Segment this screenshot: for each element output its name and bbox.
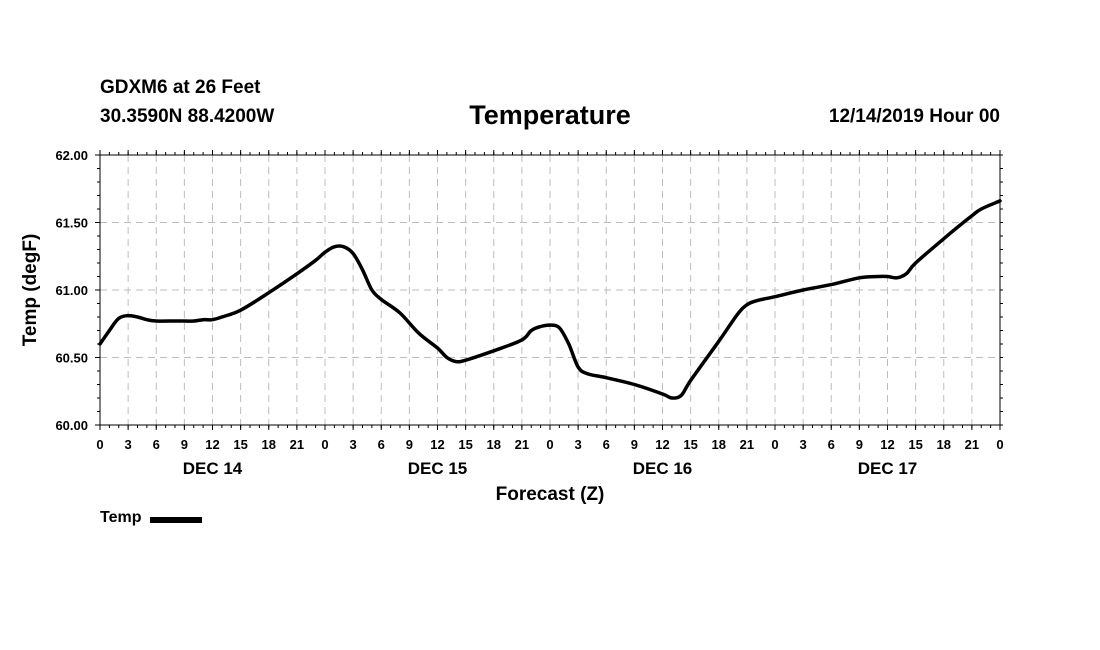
y-tick-label: 60.50 bbox=[55, 351, 88, 366]
y-tick-label: 60.00 bbox=[55, 418, 88, 433]
y-tick-labels: 60.00 60.50 61.00 61.50 62.00 bbox=[55, 148, 88, 433]
legend: Temp bbox=[100, 509, 203, 527]
x-tick-label: 18 bbox=[262, 437, 276, 452]
legend-swatch-temp bbox=[150, 516, 203, 523]
plot-frame bbox=[99, 154, 1001, 426]
coordinates-label: 30.3590N 88.4200W bbox=[100, 106, 275, 127]
x-tick-label: 6 bbox=[378, 437, 385, 452]
x-tick-label: 3 bbox=[575, 437, 582, 452]
x-tick-label: 18 bbox=[937, 437, 951, 452]
y-axis-label: Temp (degF) bbox=[20, 234, 41, 347]
y-tick-label: 61.50 bbox=[55, 216, 88, 231]
x-tick-label: 3 bbox=[800, 437, 807, 452]
x-tick-label: 0 bbox=[321, 437, 328, 452]
x-tick-label: 3 bbox=[125, 437, 132, 452]
datetime-label: 12/14/2019 Hour 00 bbox=[828, 106, 1000, 127]
x-tick-label: 12 bbox=[205, 437, 219, 452]
day-label: DEC 16 bbox=[633, 459, 693, 478]
grid-lines bbox=[100, 155, 1000, 425]
day-label: DEC 15 bbox=[408, 459, 468, 478]
x-tick-labels: 0 3 6 9 12 15 18 21 0 3 6 9 12 15 18 21 0 3 6 9 12 15 18 21 0 3 6 9… bbox=[96, 437, 1003, 452]
x-tick-label: 21 bbox=[515, 437, 529, 452]
x-tick-label: 12 bbox=[655, 437, 669, 452]
y-tick-label: 62.00 bbox=[55, 148, 88, 163]
x-tick-label: 21 bbox=[740, 437, 754, 452]
x-tick-label: 18 bbox=[712, 437, 726, 452]
x-axis-label: Forecast (Z) bbox=[496, 484, 605, 505]
x-tick-label: 0 bbox=[996, 437, 1003, 452]
x-tick-label: 9 bbox=[631, 437, 638, 452]
x-tick-label: 9 bbox=[406, 437, 413, 452]
chart-title: Temperature bbox=[469, 100, 631, 130]
day-label: DEC 17 bbox=[858, 459, 918, 478]
x-tick-label: 6 bbox=[603, 437, 610, 452]
x-tick-label: 15 bbox=[233, 437, 247, 452]
x-tick-label: 3 bbox=[350, 437, 357, 452]
y-tick-label: 61.00 bbox=[55, 283, 88, 298]
x-tick-label: 0 bbox=[96, 437, 103, 452]
day-labels: DEC 14 DEC 15 DEC 16 DEC 17 bbox=[183, 459, 918, 478]
day-label: DEC 14 bbox=[183, 459, 243, 478]
x-tick-label: 15 bbox=[458, 437, 472, 452]
x-tick-label: 15 bbox=[908, 437, 922, 452]
x-tick-label: 6 bbox=[153, 437, 160, 452]
temp-series-line bbox=[98, 199, 1002, 400]
x-tick-label: 6 bbox=[828, 437, 835, 452]
station-label: GDXM6 at 26 Feet bbox=[100, 77, 261, 98]
x-tick-label: 0 bbox=[771, 437, 778, 452]
x-tick-label: 21 bbox=[965, 437, 979, 452]
x-tick-label: 12 bbox=[880, 437, 894, 452]
x-tick-label: 9 bbox=[181, 437, 188, 452]
x-tick-label: 18 bbox=[487, 437, 501, 452]
x-tick-label: 21 bbox=[290, 437, 304, 452]
legend-label: Temp bbox=[100, 509, 142, 526]
x-tick-label: 9 bbox=[856, 437, 863, 452]
x-tick-label: 0 bbox=[546, 437, 553, 452]
x-tick-label: 15 bbox=[683, 437, 697, 452]
x-tick-label: 12 bbox=[430, 437, 444, 452]
